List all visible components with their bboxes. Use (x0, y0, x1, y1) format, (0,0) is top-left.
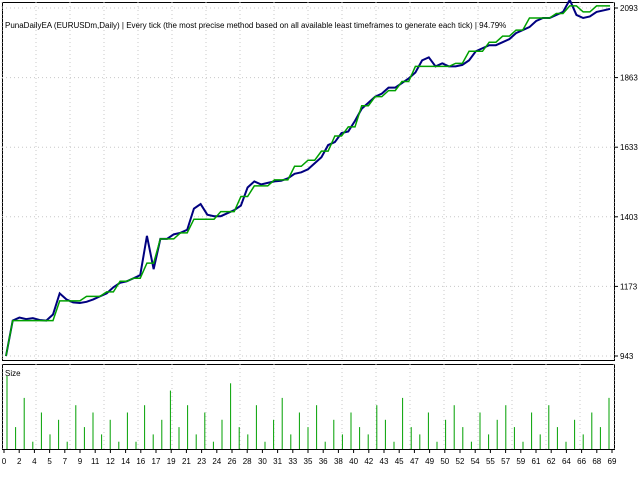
y-tick-label: 2093 (620, 4, 638, 13)
x-tick-label: 2 (17, 457, 22, 466)
x-tick-label: 11 (91, 457, 100, 466)
x-tick-label: 42 (364, 457, 373, 466)
x-tick-label: 45 (395, 457, 404, 466)
x-tick-label: 57 (501, 457, 510, 466)
x-tick-label: 30 (258, 457, 267, 466)
chart-title: PunaDailyEA (EURUSDm,Daily) | Every tick… (5, 21, 506, 30)
x-tick-label: 68 (592, 457, 601, 466)
x-tick-label: 28 (243, 457, 252, 466)
x-tick-label: 54 (471, 457, 480, 466)
x-tick-label: 0 (2, 457, 7, 466)
x-tick-label: 26 (228, 457, 237, 466)
y-tick-label: 1633 (620, 143, 638, 152)
x-tick-label: 43 (380, 457, 389, 466)
y-tick-label: 1403 (620, 213, 638, 222)
y-tick-label: 943 (620, 352, 634, 361)
x-tick-label: 35 (304, 457, 313, 466)
x-tick-label: 66 (577, 457, 586, 466)
x-tick-label: 16 (136, 457, 145, 466)
x-tick-label: 17 (152, 457, 161, 466)
x-tick-label: 62 (547, 457, 556, 466)
x-tick-label: 7 (63, 457, 68, 466)
size-panel-label: Size (5, 369, 21, 378)
x-tick-label: 47 (410, 457, 419, 466)
x-tick-label: 23 (197, 457, 206, 466)
x-tick-label: 64 (562, 457, 571, 466)
x-tick-label: 31 (273, 457, 282, 466)
x-tick-label: 40 (349, 457, 358, 466)
x-tick-label: 5 (47, 457, 52, 466)
x-tick-label: 21 (182, 457, 191, 466)
x-tick-label: 9 (78, 457, 83, 466)
x-tick-label: 50 (440, 457, 449, 466)
x-tick-label: 4 (32, 457, 37, 466)
x-tick-label: 19 (167, 457, 176, 466)
x-tick-label: 69 (608, 457, 617, 466)
x-tick-label: 61 (532, 457, 541, 466)
y-tick-label: 1173 (620, 282, 638, 291)
y-tick-label: 1863 (620, 74, 638, 83)
x-tick-label: 59 (516, 457, 525, 466)
x-tick-label: 12 (106, 457, 115, 466)
x-tick-label: 49 (425, 457, 434, 466)
x-tick-label: 33 (288, 457, 297, 466)
x-tick-label: 38 (334, 457, 343, 466)
x-tick-label: 36 (319, 457, 328, 466)
x-tick-label: 24 (212, 457, 221, 466)
x-tick-label: 55 (486, 457, 495, 466)
x-tick-label: 14 (121, 457, 130, 466)
x-tick-label: 52 (456, 457, 465, 466)
